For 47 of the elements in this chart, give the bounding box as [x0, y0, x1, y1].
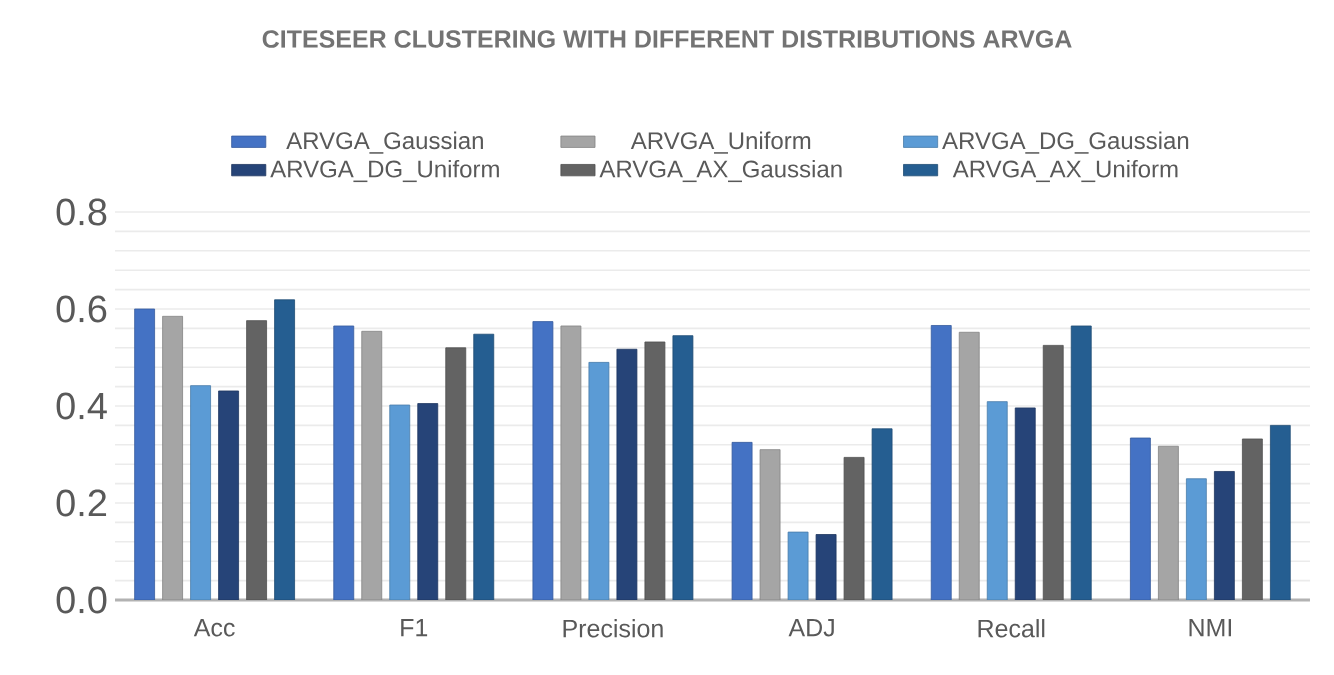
bar	[560, 325, 582, 600]
bar	[1186, 478, 1207, 600]
bar	[986, 401, 1008, 600]
bar	[1214, 471, 1235, 600]
legend-label: ARVGA_Gaussian	[286, 131, 483, 154]
bar	[958, 331, 980, 600]
y-tick-label: 0.2	[56, 489, 107, 517]
y-tick-label: 0.8	[56, 198, 107, 226]
bar	[473, 333, 495, 600]
bar	[532, 321, 554, 600]
bar	[1042, 344, 1064, 600]
bar	[218, 390, 239, 600]
bar	[1242, 438, 1263, 600]
bar	[417, 403, 439, 600]
bar	[1014, 407, 1036, 600]
chart-title: CITESEER CLUSTERING WITH DIFFERENT DISTRIBUTIONS ARVGA	[262, 30, 1072, 48]
bar	[134, 308, 155, 600]
bar	[1130, 437, 1151, 600]
x-tick-label: Acc	[193, 619, 235, 637]
bar	[445, 347, 467, 600]
legend-label: ARVGA_AX_Gaussian	[599, 159, 842, 183]
bar	[1270, 424, 1291, 600]
x-tick-label: F1	[401, 619, 428, 637]
bar	[871, 428, 893, 600]
bar	[1070, 325, 1092, 600]
bar	[190, 385, 211, 600]
legend-label: ARVGA_Uniform	[630, 131, 811, 154]
x-tick-label: Precision	[563, 619, 663, 638]
legend-label: ARVGA_DG_Gaussian	[942, 131, 1189, 154]
y-tick-label: 0.6	[56, 295, 107, 323]
x-tick-label: ADJ	[788, 619, 834, 637]
legend-label: ARVGA_DG_Uniform	[270, 159, 499, 183]
bar	[162, 315, 183, 600]
legend-label: ARVGA_AX_Uniform	[952, 159, 1178, 183]
y-tick-label: 0.0	[56, 586, 107, 614]
bar	[333, 325, 355, 600]
bar	[389, 404, 411, 600]
bar	[1158, 445, 1179, 600]
x-tick-label: NMI	[1189, 619, 1231, 637]
bar	[930, 325, 952, 600]
bar	[672, 335, 694, 600]
x-tick-label: Recall	[978, 619, 1045, 638]
bar	[361, 330, 383, 600]
y-tick-label: 0.4	[56, 392, 107, 420]
bar	[274, 299, 295, 600]
bar	[246, 320, 267, 600]
bar	[759, 449, 781, 600]
